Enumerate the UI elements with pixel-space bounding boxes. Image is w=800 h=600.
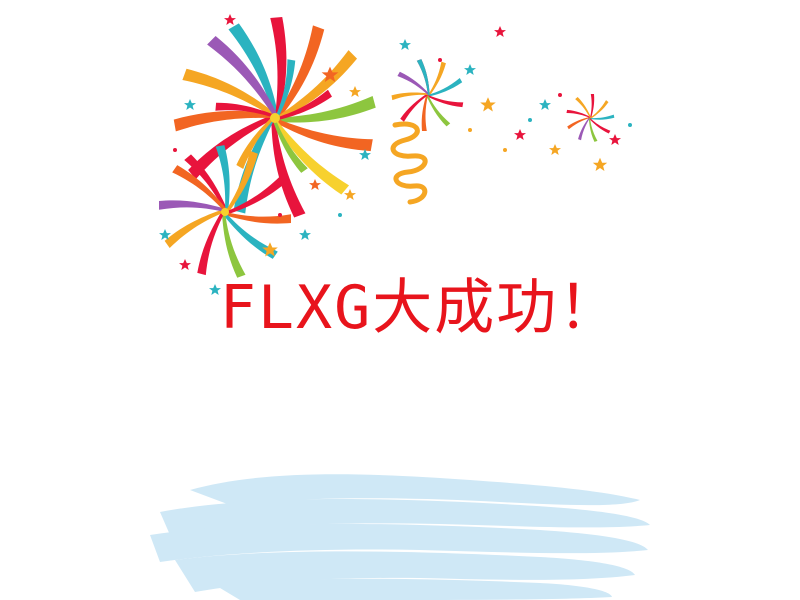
- fireworks-burst-large: [173, 16, 377, 218]
- celebration-headline: FLXG大成功！: [219, 273, 621, 343]
- fireworks-burst-medium: [159, 144, 291, 278]
- spiral-streamer-icon: [390, 121, 428, 205]
- confetti-star-icon: [159, 14, 632, 295]
